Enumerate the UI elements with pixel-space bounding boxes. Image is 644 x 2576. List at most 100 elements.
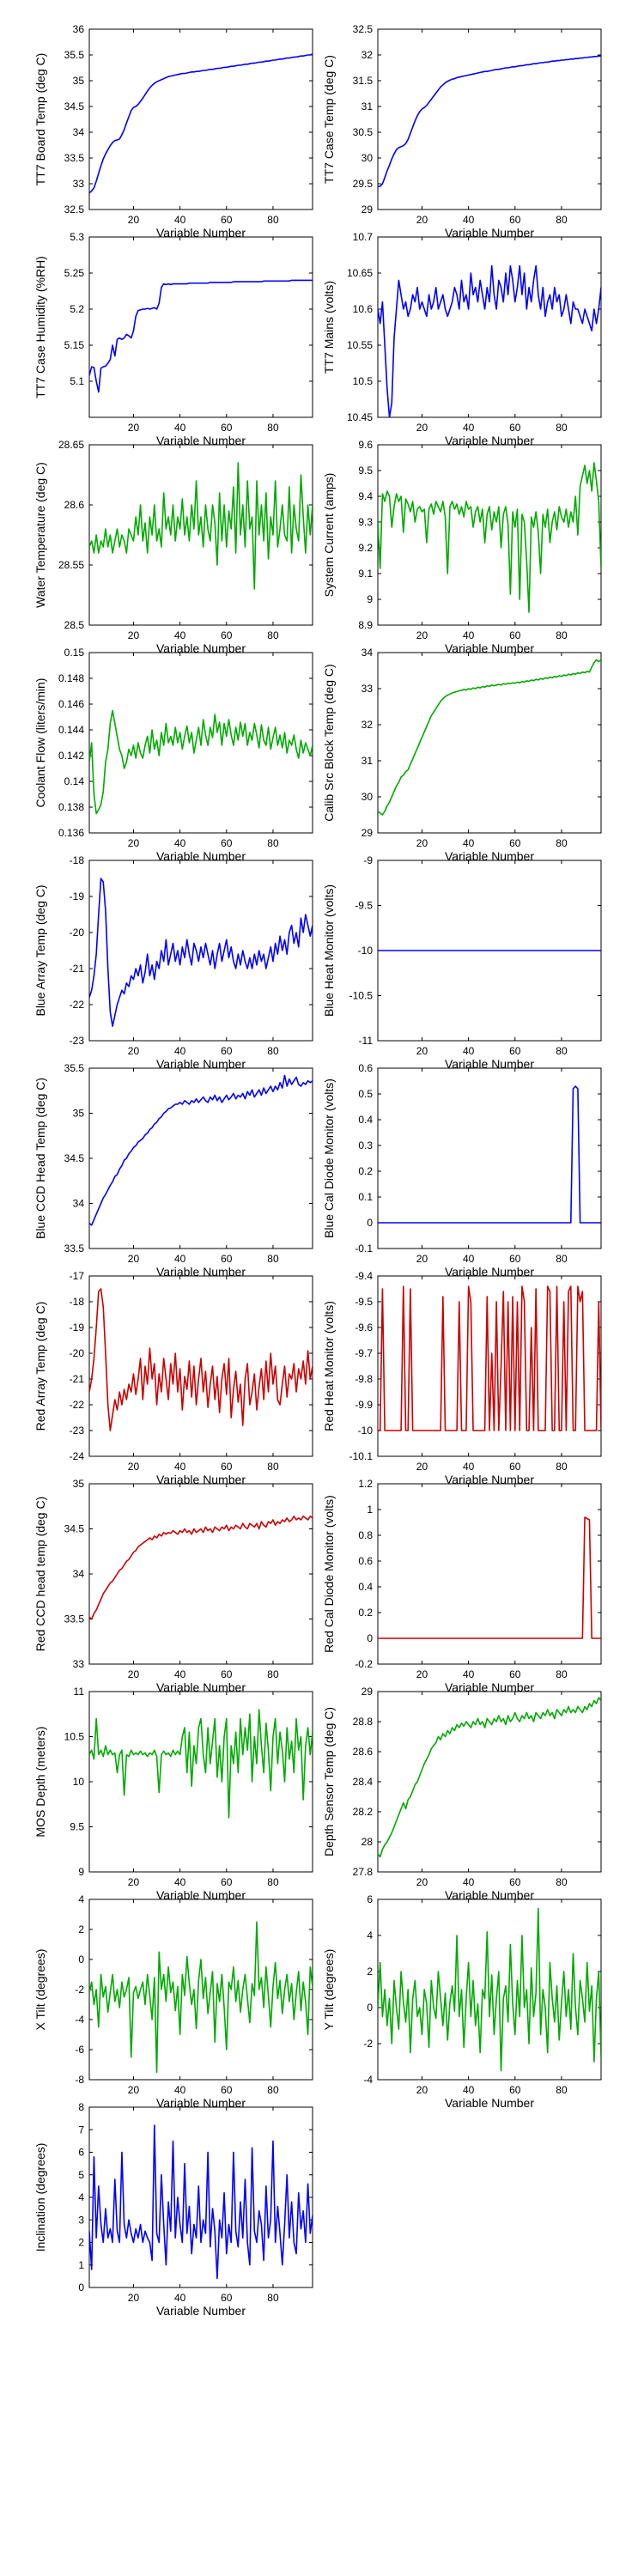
y-tick-label: 9.2 [358,542,373,554]
x-tick-label: 20 [416,837,428,849]
y-tick-label: -17 [70,1270,85,1282]
x-tick-label: 80 [556,1668,568,1680]
chart-9: 20 40 60 80 -23 -22 -21 -20 -19 -18 Variable Numbe… [33,854,313,1071]
series-line [89,279,313,393]
y-tick-label: 33 [73,1658,85,1670]
y-tick-label: 0.6 [358,1062,373,1074]
y-tick-label: 4 [367,1929,373,1941]
y-tick-label: 29 [361,827,374,839]
y-axis-label: Red Cal Diode Monitor (volts) [322,1495,336,1653]
x-tick-label: 60 [221,2292,233,2304]
x-tick-label: 80 [556,837,568,849]
y-tick-label: 1 [367,1504,373,1516]
x-tick-label: 80 [267,1461,279,1473]
y-tick-label: 29.5 [353,178,374,190]
x-tick-label: 60 [509,1045,521,1057]
y-tick-label: 0.1 [358,1191,373,1203]
axes-box [88,1067,313,1249]
x-axis-label: Variable Number [156,641,246,655]
y-tick-label: 34.5 [64,1523,85,1535]
series-line [378,462,601,613]
x-tick-label: 60 [221,1045,233,1057]
x-tick-label: 60 [509,2084,521,2096]
x-tick-label: 60 [509,422,521,434]
y-tick-label: 35.5 [64,49,85,61]
y-tick-label: 10.55 [347,339,373,351]
y-tick-label: -18 [70,854,85,866]
x-tick-label: 60 [509,1876,521,1888]
chart-10: 20 40 60 80 -11 -10.5 -10 -9.5 -9 Variable Number… [322,854,602,1071]
chart-7: 20 40 60 80 0.136 0.138 0.14 0.142 0.144 0.146 0.1… [33,647,313,863]
y-tick-label: 2 [367,1965,373,1978]
x-tick-label: 20 [128,422,140,434]
y-tick-label: 6 [367,1893,373,1905]
y-tick-label: 3 [78,2214,84,2226]
chart-8: 20 40 60 80 29 30 31 32 33 34 Variable Number Calib… [322,647,602,863]
x-axis-label: Variable Number [445,849,534,863]
y-tick-label: 33.5 [64,1613,85,1625]
y-tick-label: 29 [361,204,374,216]
y-tick-label: 32.5 [64,204,85,216]
y-axis-label: Red Heat Monitor (volts) [322,1301,336,1431]
x-axis-label: Variable Number [156,2304,246,2318]
y-tick-label: 5.15 [64,339,85,351]
x-tick-label: 20 [416,1668,428,1680]
y-tick-label: 34 [361,647,374,659]
chart-15: 20 40 60 80 33 33.5 34 34.5 35 Variable Number Red… [33,1478,313,1694]
x-tick-label: 20 [416,1253,428,1265]
series-line [378,55,601,187]
y-tick-label: -9.4 [355,1270,373,1282]
y-axis-label: Water Temperature (deg C) [33,462,47,608]
y-tick-label: -20 [70,927,85,939]
x-tick-label: 40 [463,1461,475,1473]
x-axis-label: Variable Number [445,1265,534,1279]
chart-20: 20 40 60 80 -4 -2 0 2 4 6 Variable Number Y Tilt (d… [322,1893,602,2110]
y-tick-label: 33 [73,178,85,190]
y-tick-label: 0.144 [58,724,84,736]
chart-4: 20 40 60 80 10.45 10.5 10.55 10.6 10.65 10.7 Varia… [322,231,602,447]
chart-12: 20 40 60 80 -0.1 0 0.1 0.2 0.3 0.4 0.5 0.6 Variable … [322,1062,602,1279]
y-tick-label: 33 [361,683,374,695]
y-tick-label: -10 [358,1425,374,1437]
x-axis-label: Variable Number [445,1680,534,1694]
axes-box [377,236,602,418]
x-tick-label: 60 [509,837,521,849]
y-tick-label: 9 [78,1866,84,1878]
y-tick-label: -8 [75,2074,84,2086]
x-tick-label: 60 [221,837,233,849]
y-axis-label: Red CCD head temp (deg C) [33,1497,47,1652]
axes-box [377,28,602,210]
y-tick-label: 5.3 [70,231,84,243]
y-tick-label: 30 [361,152,374,164]
y-tick-label: 8 [78,2101,84,2113]
x-tick-label: 60 [509,1461,521,1473]
y-axis-label: System Current (amps) [322,473,336,598]
y-tick-label: -20 [70,1347,85,1359]
series-line [89,1921,313,2074]
x-tick-label: 60 [509,1253,521,1265]
x-tick-label: 40 [174,214,186,226]
y-axis-label: Red Array Temp (deg C) [33,1302,47,1431]
x-axis-label: Variable Number [156,1680,246,1694]
y-tick-label: 35 [73,1478,85,1490]
series-line [378,659,601,816]
y-tick-label: -22 [70,999,85,1011]
series-line [89,1288,313,1431]
y-tick-label: 0.2 [358,1165,373,1177]
y-tick-label: 0.3 [358,1139,373,1151]
x-tick-label: 40 [463,422,475,434]
y-tick-label: -21 [70,1373,85,1385]
y-tick-label: 30.5 [353,126,374,138]
x-axis-label: Variable Number [156,1265,246,1279]
y-tick-label: -11 [359,1035,374,1047]
y-axis-label: Blue CCD Head Temp (deg C) [33,1078,47,1239]
x-tick-label: 40 [174,1876,186,1888]
y-tick-label: 0.5 [358,1088,373,1100]
y-tick-label: 32 [361,719,374,731]
y-tick-label: 28.4 [353,1776,374,1788]
x-tick-label: 60 [221,1461,233,1473]
y-tick-label: -9.5 [355,1296,373,1308]
x-tick-label: 40 [174,1461,186,1473]
x-tick-label: 20 [416,1876,428,1888]
chart-2: 20 40 60 80 29 29.5 30 30.5 31 31.5 32 32.5 Variable… [322,23,602,240]
